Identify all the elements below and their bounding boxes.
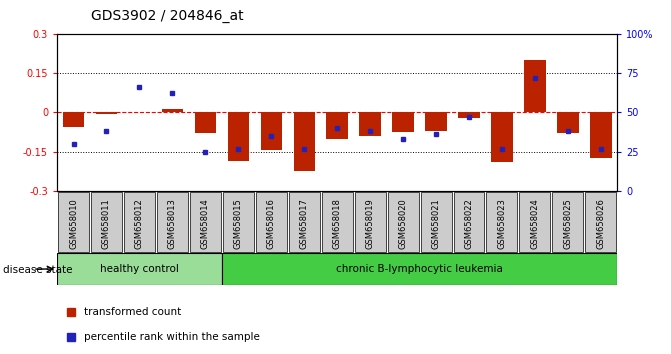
Text: GSM658026: GSM658026 [597,199,605,250]
Bar [425,113,447,131]
Text: percentile rank within the sample: percentile rank within the sample [84,332,260,342]
Text: GSM658025: GSM658025 [564,199,572,249]
Text: GSM658024: GSM658024 [530,199,539,249]
Bar [491,113,513,162]
Bar [227,113,249,161]
Text: GSM658018: GSM658018 [333,199,342,250]
Text: GSM658013: GSM658013 [168,199,177,250]
FancyBboxPatch shape [519,193,550,252]
FancyBboxPatch shape [552,193,583,252]
FancyBboxPatch shape [190,193,221,252]
Bar [327,113,348,139]
FancyBboxPatch shape [124,193,155,252]
Text: GSM658016: GSM658016 [267,199,276,250]
Bar [557,113,578,133]
Bar [260,113,282,150]
FancyBboxPatch shape [486,193,517,252]
Text: GSM658023: GSM658023 [497,199,507,250]
FancyBboxPatch shape [58,193,89,252]
Text: GSM658011: GSM658011 [102,199,111,249]
FancyBboxPatch shape [222,253,617,285]
Bar [590,113,611,158]
Bar [524,60,546,113]
Text: GSM658020: GSM658020 [399,199,407,249]
Bar [293,113,315,171]
Bar [458,113,480,118]
FancyBboxPatch shape [585,193,617,252]
Text: GSM658012: GSM658012 [135,199,144,249]
Bar [360,113,381,136]
Text: GDS3902 / 204846_at: GDS3902 / 204846_at [91,9,244,23]
FancyBboxPatch shape [256,193,287,252]
FancyBboxPatch shape [355,193,386,252]
Bar [129,112,150,113]
Text: GSM658010: GSM658010 [69,199,78,249]
FancyBboxPatch shape [454,193,484,252]
FancyBboxPatch shape [91,193,122,252]
Text: GSM658019: GSM658019 [366,199,374,249]
FancyBboxPatch shape [321,193,353,252]
Bar [96,113,117,114]
Bar [63,113,85,127]
Bar [162,109,183,113]
FancyBboxPatch shape [157,193,188,252]
FancyBboxPatch shape [421,193,452,252]
Bar [195,113,216,133]
Text: chronic B-lymphocytic leukemia: chronic B-lymphocytic leukemia [336,264,503,274]
Text: GSM658015: GSM658015 [234,199,243,249]
Text: disease state: disease state [3,265,73,275]
FancyBboxPatch shape [289,193,319,252]
Text: GSM658022: GSM658022 [464,199,474,249]
FancyBboxPatch shape [57,253,222,285]
Text: healthy control: healthy control [100,264,179,274]
Bar [393,113,414,132]
Text: GSM658021: GSM658021 [431,199,441,249]
Text: transformed count: transformed count [84,307,181,317]
FancyBboxPatch shape [223,193,254,252]
Text: GSM658014: GSM658014 [201,199,210,249]
Text: GSM658017: GSM658017 [300,199,309,250]
FancyBboxPatch shape [388,193,419,252]
